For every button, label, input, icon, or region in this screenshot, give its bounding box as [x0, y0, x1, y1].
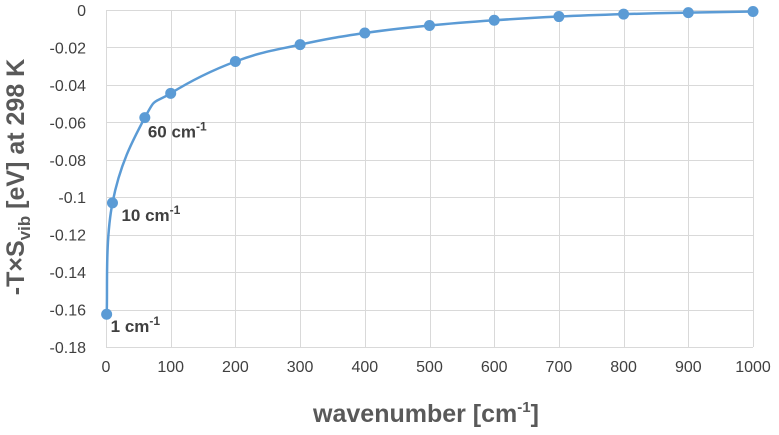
- data-point: [424, 20, 435, 32]
- x-tick-label: 700: [546, 359, 573, 376]
- y-tick-label: -0.04: [50, 78, 87, 95]
- x-tick-label: 1000: [735, 359, 771, 376]
- data-point: [165, 87, 177, 99]
- x-tick-label: 300: [287, 359, 314, 376]
- series-curve: [105, 10, 754, 315]
- data-point: [101, 308, 113, 320]
- data-point: [294, 39, 306, 51]
- annotation-label: 10 cm-1: [121, 203, 180, 225]
- data-point: [682, 7, 694, 19]
- annotation-label: 60 cm-1: [148, 120, 207, 142]
- x-tick-label: 500: [416, 359, 443, 376]
- data-point: [106, 197, 118, 209]
- x-tick-label: 200: [222, 359, 249, 376]
- x-tick-label: 800: [610, 359, 637, 376]
- y-tick-label: -0.16: [50, 303, 87, 320]
- x-tick-label: 600: [481, 359, 508, 376]
- x-tick-label: 100: [157, 359, 184, 376]
- data-point: [359, 27, 371, 39]
- data-point: [747, 5, 759, 17]
- y-tick-labels: 0 -0.02 -0.04 -0.06 -0.08 -0.1 -0.12 -0.14 -0.16…: [50, 3, 87, 357]
- y-tick-label: -0.08: [50, 153, 87, 170]
- x-axis-title: wavenumber [cm-1]: [312, 399, 539, 428]
- y-tick-label: -0.1: [58, 190, 86, 207]
- y-tick-label: -0.18: [50, 340, 87, 357]
- data-points: [101, 5, 759, 320]
- data-point: [139, 112, 151, 124]
- annotation-label: 1 cm-1: [111, 314, 161, 336]
- data-point: [553, 11, 565, 23]
- x-tick-label: 400: [351, 359, 378, 376]
- y-tick-label: -0.06: [50, 115, 87, 132]
- y-gridlines: [106, 10, 753, 348]
- y-tick-label: -0.02: [50, 40, 87, 57]
- x-tick-label: 0: [102, 359, 111, 376]
- x-tick-label: 900: [675, 359, 702, 376]
- y-axis-title: -T×Svib [eV] at 298 K: [2, 59, 34, 295]
- y-tick-label: -0.12: [50, 228, 87, 245]
- y-tick-label: -0.14: [50, 265, 87, 282]
- x-gridlines: [106, 10, 754, 347]
- point-annotations: 1 cm-1 10 cm-1 60 cm-1: [111, 120, 207, 337]
- y-tick-label: 0: [77, 3, 86, 20]
- x-tick-labels: 0 100 200 300 400 500 600 700 800 900 1000: [102, 359, 771, 376]
- data-point: [488, 14, 500, 26]
- data-point: [229, 55, 241, 67]
- data-point: [618, 8, 630, 20]
